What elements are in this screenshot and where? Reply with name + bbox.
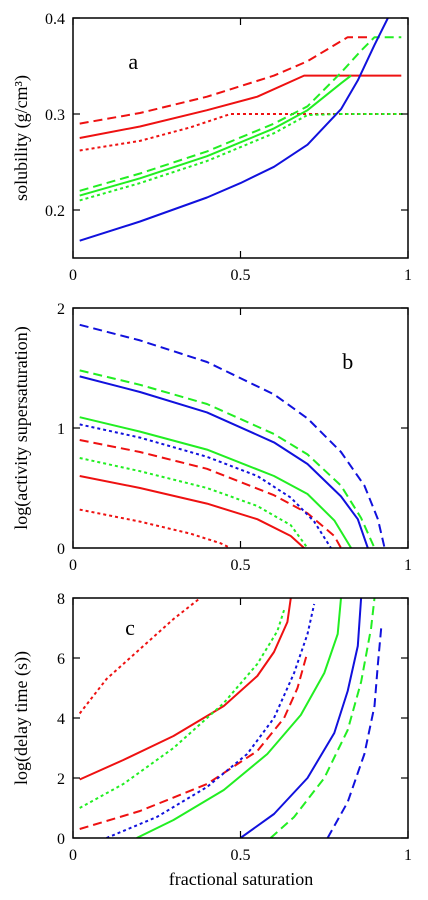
y-tick-label: 0 — [57, 831, 65, 848]
series-red-solid — [79, 74, 402, 139]
x-tick-label: 0 — [69, 267, 77, 284]
series-group — [79, 18, 405, 242]
panel-b: 0 0.5 1 0 1 2 log(activity supersaturation) b — [11, 301, 412, 574]
x-tick-label: 0.5 — [231, 557, 251, 574]
y-tick-label: 1 — [57, 421, 65, 438]
series-red-dotted — [78, 598, 201, 715]
x-tick-label: 0.5 — [231, 267, 251, 284]
panel-a: 0 0.5 1 0.2 0.3 0.4 solubility (g/cm³) a — [11, 11, 412, 284]
series-green-solid — [136, 598, 342, 838]
y-tick-label: 6 — [57, 651, 65, 668]
series-group — [78, 598, 383, 838]
y-tick-label: 0.4 — [45, 11, 65, 28]
series-group — [79, 323, 386, 548]
y-tick-label: 4 — [57, 711, 65, 728]
y-axis-label: log(activity supersaturation) — [11, 326, 32, 529]
series-blue-dotted — [79, 423, 332, 548]
series-blue-dashed — [326, 627, 383, 838]
y-axis-label: log(delay time (s)) — [11, 651, 32, 785]
series-red-dotted — [79, 508, 231, 548]
y-tick-label: 8 — [57, 591, 65, 608]
series-red-dashed — [79, 36, 368, 125]
x-tick-label: 0 — [69, 557, 77, 574]
series-blue-solid — [79, 375, 369, 548]
series-green-solid — [79, 416, 352, 548]
series-red-solid — [79, 598, 292, 781]
series-red-dashed — [79, 651, 309, 830]
series-green-solid — [79, 74, 352, 197]
y-axis-label: solubility (g/cm³) — [11, 75, 32, 201]
x-tick-label: 1 — [404, 267, 412, 284]
series-green-dashed — [79, 36, 402, 192]
y-tick-label: 0.2 — [45, 203, 65, 220]
panel-c: 0 0.5 1 0 2 4 6 8 log(delay time (s)) c — [11, 591, 412, 864]
x-tick-label: 1 — [404, 557, 412, 574]
series-blue-solid — [239, 598, 363, 838]
series-green-dotted — [79, 609, 286, 809]
series-green-dotted — [79, 113, 405, 202]
series-blue-solid — [79, 18, 389, 242]
x-tick-label: 0.5 — [231, 847, 251, 864]
x-axis-label: fractional saturation — [169, 869, 313, 889]
series-red-dotted — [79, 113, 405, 152]
panel-letter: b — [342, 349, 353, 374]
y-tick-label: 2 — [57, 771, 65, 788]
series-blue-dotted — [106, 603, 316, 838]
x-tick-label: 0 — [69, 847, 77, 864]
series-green-dashed — [269, 598, 376, 838]
y-tick-label: 0.3 — [45, 107, 65, 124]
x-tick-label: 1 — [404, 847, 412, 864]
series-blue-dashed — [79, 323, 386, 548]
y-tick-label: 0 — [57, 541, 65, 558]
series-green-dotted — [79, 457, 309, 548]
series-red-dashed — [79, 439, 342, 548]
y-tick-label: 2 — [57, 301, 65, 318]
series-red-solid — [79, 475, 305, 548]
panel-letter: a — [128, 49, 138, 74]
series-green-dashed — [79, 369, 376, 548]
panel-letter: c — [125, 615, 135, 640]
